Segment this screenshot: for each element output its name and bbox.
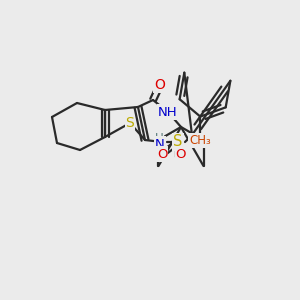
Text: O: O (157, 148, 167, 160)
Text: S: S (173, 134, 183, 149)
Text: CH₃: CH₃ (189, 134, 211, 147)
Text: O: O (154, 78, 165, 92)
Text: S: S (126, 116, 134, 130)
Text: O: O (176, 148, 186, 161)
Text: N: N (155, 137, 165, 151)
Text: NH: NH (158, 106, 178, 118)
Text: H: H (154, 131, 164, 145)
